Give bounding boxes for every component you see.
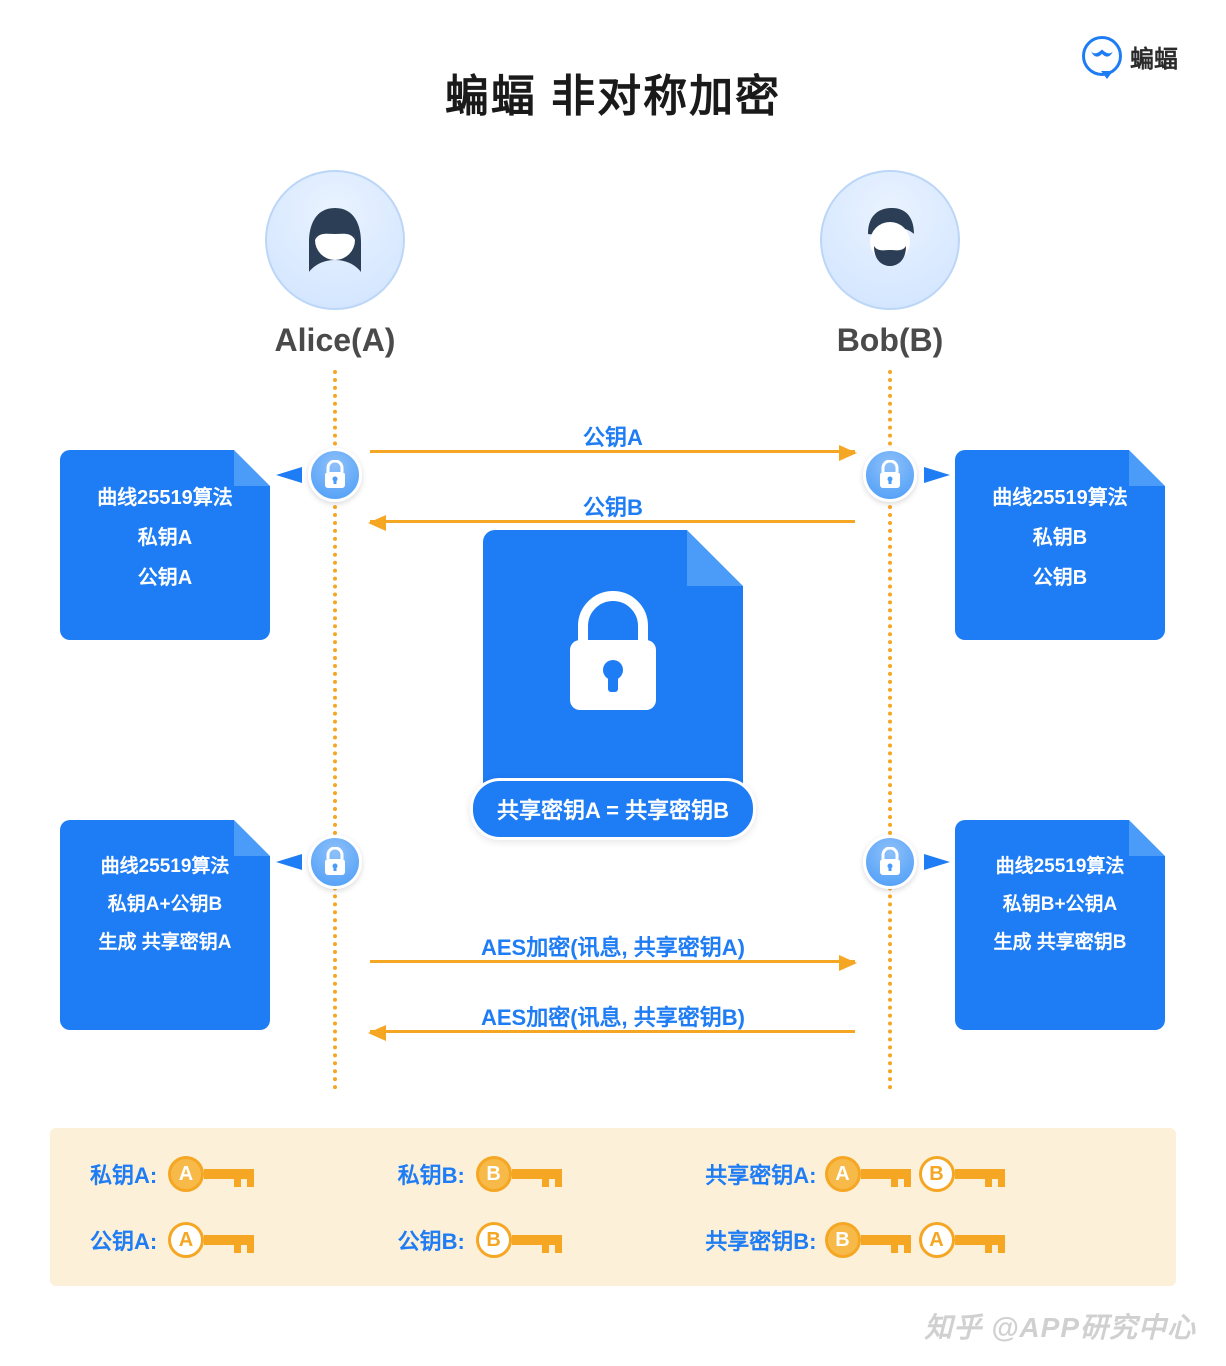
arrow-to-bob-keys xyxy=(924,467,950,483)
bob-avatar-icon xyxy=(820,170,960,310)
shared-key-label: 共享密钥A = 共享密钥B xyxy=(470,778,756,840)
legend-label: 共享密钥B: xyxy=(705,1224,816,1256)
key-icon: A xyxy=(825,1156,911,1192)
doc-line: 私钥A+公钥B xyxy=(72,886,258,924)
legend-item: 公钥B:B xyxy=(398,1222,706,1258)
exchange-arrow-aes-b xyxy=(370,1030,855,1033)
alice-avatar-icon xyxy=(265,170,405,310)
actor-bob: Bob(B) xyxy=(820,170,960,359)
page-title: 蝙蝠 非对称加密 xyxy=(445,60,781,124)
legend-item: 共享密钥A: AB xyxy=(705,1156,1136,1192)
legend-label: 私钥A: xyxy=(90,1158,160,1190)
legend-item: 私钥B:B xyxy=(398,1156,706,1192)
doc-line: 公钥B xyxy=(967,558,1153,598)
legend-item: 公钥A:A xyxy=(90,1222,398,1258)
watermark: 知乎 @APP研究中心 xyxy=(924,1306,1196,1346)
lock-node-alice-1 xyxy=(308,448,362,502)
doc-bob-shared: 曲线25519算法 私钥B+公钥A 生成 共享密钥B xyxy=(955,820,1165,1030)
doc-shared-key: 共享密钥A = 共享密钥B xyxy=(483,530,743,820)
key-icon: A xyxy=(168,1222,254,1258)
doc-bob-keys: 曲线25519算法 私钥B 公钥B xyxy=(955,450,1165,640)
bat-logo-icon xyxy=(1082,36,1122,76)
doc-line: 曲线25519算法 xyxy=(967,848,1153,886)
key-icon: B xyxy=(476,1222,562,1258)
lock-node-alice-2 xyxy=(308,835,362,889)
exchange-arrow-pubkey-a xyxy=(370,450,855,453)
actor-alice: Alice(A) xyxy=(265,170,405,359)
doc-alice-shared: 曲线25519算法 私钥A+公钥B 生成 共享密钥A xyxy=(60,820,270,1030)
bob-label: Bob(B) xyxy=(820,322,960,359)
exchange-label-pubkey-b: 公钥B xyxy=(583,490,643,522)
legend-item: 私钥A:A xyxy=(90,1156,398,1192)
alice-label: Alice(A) xyxy=(265,322,405,359)
key-icon: B xyxy=(825,1222,911,1258)
brand-name: 蝙蝠 xyxy=(1130,39,1178,74)
diagram-container: 蝙蝠 蝙蝠 非对称加密 Alice(A) Bob(B) xyxy=(0,0,1226,1366)
lock-node-bob-1 xyxy=(863,448,917,502)
doc-line: 曲线25519算法 xyxy=(967,478,1153,518)
legend-label: 共享密钥A: xyxy=(705,1158,816,1190)
legend-label: 私钥B: xyxy=(398,1158,468,1190)
arrow-to-bob-shared xyxy=(924,854,950,870)
doc-line: 曲线25519算法 xyxy=(72,478,258,518)
arrow-to-alice-keys xyxy=(276,467,302,483)
doc-line: 生成 共享密钥B xyxy=(967,924,1153,962)
key-icon: A xyxy=(168,1156,254,1192)
legend-panel: 私钥A:A私钥B:B共享密钥A:AB公钥A:A公钥B:B共享密钥B:BA xyxy=(50,1128,1176,1286)
exchange-label-aes-a: AES加密(讯息, 共享密钥A) xyxy=(481,930,745,962)
lock-large-icon xyxy=(558,590,668,725)
doc-line: 公钥A xyxy=(72,558,258,598)
legend-label: 公钥B: xyxy=(398,1224,468,1256)
key-icon: B xyxy=(476,1156,562,1192)
doc-line: 生成 共享密钥A xyxy=(72,924,258,962)
exchange-arrow-pubkey-b xyxy=(370,520,855,523)
legend-label: 公钥A: xyxy=(90,1224,160,1256)
doc-line: 私钥A xyxy=(72,518,258,558)
doc-line: 私钥B xyxy=(967,518,1153,558)
brand-badge: 蝙蝠 xyxy=(1082,36,1178,76)
lock-node-bob-2 xyxy=(863,835,917,889)
legend-item: 共享密钥B: BA xyxy=(705,1222,1136,1258)
exchange-label-aes-b: AES加密(讯息, 共享密钥B) xyxy=(481,1000,745,1032)
doc-line: 曲线25519算法 xyxy=(72,848,258,886)
exchange-arrow-aes-a xyxy=(370,960,855,963)
exchange-label-pubkey-a: 公钥A xyxy=(583,420,643,452)
doc-line: 私钥B+公钥A xyxy=(967,886,1153,924)
key-icon: B xyxy=(919,1156,1005,1192)
doc-alice-keys: 曲线25519算法 私钥A 公钥A xyxy=(60,450,270,640)
arrow-to-alice-shared xyxy=(276,854,302,870)
key-icon: A xyxy=(919,1222,1005,1258)
